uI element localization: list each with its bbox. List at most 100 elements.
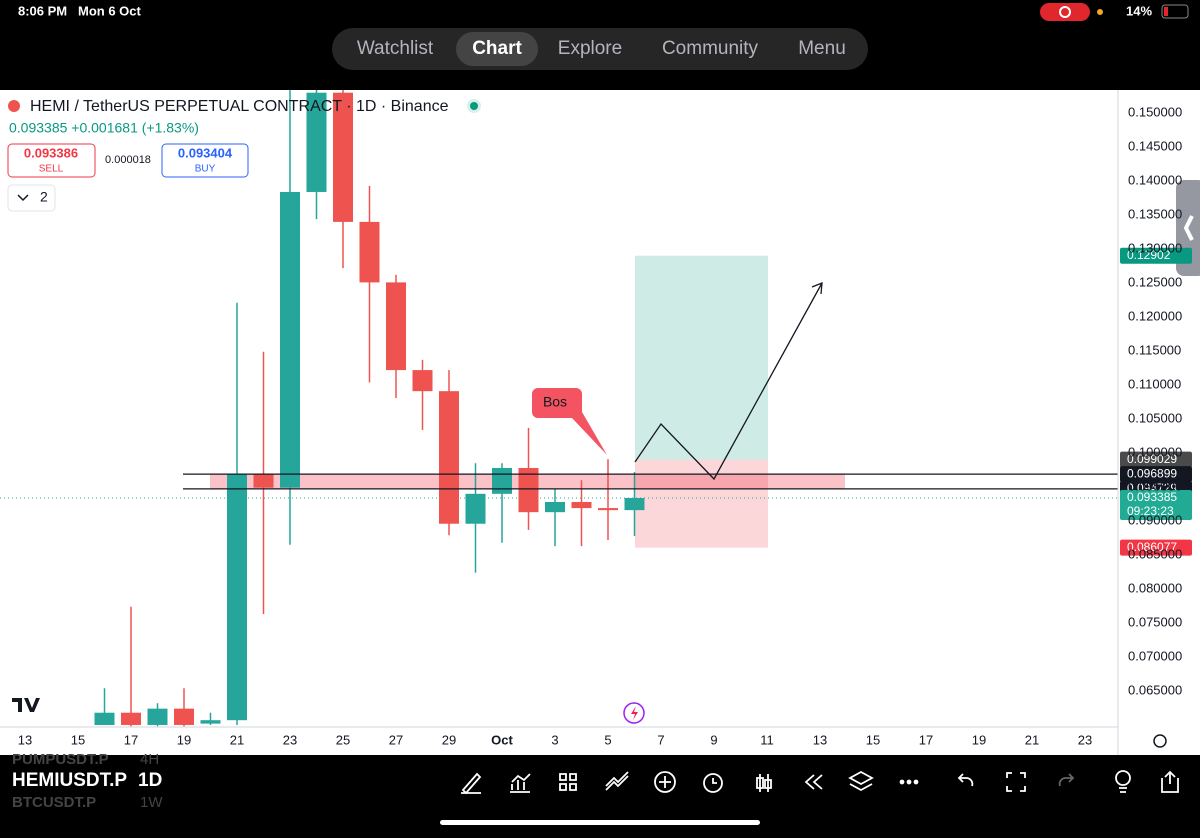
price-tag xyxy=(1120,489,1192,520)
x-tick-label: 21 xyxy=(1025,732,1039,747)
status-date: Mon 6 Oct xyxy=(78,3,142,18)
record-pill xyxy=(1040,3,1090,21)
y-tick-label: 0.135000 xyxy=(1128,207,1182,222)
chart-area xyxy=(0,90,1200,755)
y-tick-label: 0.080000 xyxy=(1128,580,1182,595)
idea-icon[interactable] xyxy=(1115,770,1131,786)
stop-zone xyxy=(635,459,768,548)
candle-body xyxy=(465,493,486,524)
x-tick-label: 5 xyxy=(604,732,611,747)
y-tick-label: 0.070000 xyxy=(1128,648,1182,663)
candle-body xyxy=(598,508,618,511)
redo-icon[interactable] xyxy=(1058,773,1075,787)
dot xyxy=(1097,9,1103,15)
battery-text: 14% xyxy=(1126,3,1152,18)
candle-body xyxy=(624,497,645,511)
candle-body xyxy=(386,282,406,371)
candle-body xyxy=(492,467,512,494)
recent-symbol: BTCUSDT.P xyxy=(12,794,96,811)
candle-body xyxy=(174,708,194,725)
sell-price: 0.093386 xyxy=(24,145,78,160)
fullscreen-icon[interactable] xyxy=(1006,772,1026,792)
battery-level xyxy=(1164,7,1168,16)
buy-button[interactable] xyxy=(161,143,249,178)
x-tick-label: 15 xyxy=(866,732,880,747)
battery-icon xyxy=(1161,4,1189,19)
templates-icon[interactable] xyxy=(559,773,577,791)
bars-icon[interactable] xyxy=(756,774,772,792)
settings[interactable] xyxy=(1153,734,1167,748)
undo-icon[interactable] xyxy=(957,773,974,787)
symbol[interactable]: HEMIUSDT.P xyxy=(12,770,127,791)
y-tick-label: 0.065000 xyxy=(1128,682,1182,697)
spread: 0.000018 xyxy=(105,154,151,166)
nav-tab[interactable]: Community xyxy=(662,38,759,59)
tv-logo xyxy=(12,698,40,712)
alert-icon[interactable] xyxy=(703,773,723,793)
y-tick-label: 0.090000 xyxy=(1128,512,1182,527)
home-indicator xyxy=(440,820,760,825)
price-tag-label: 0.086077 xyxy=(1127,540,1177,554)
draw-icon[interactable] xyxy=(461,772,482,795)
recent-symbol: PUMPUSDT.P xyxy=(12,751,109,768)
share-icon[interactable] xyxy=(1161,770,1179,793)
more-icon[interactable] xyxy=(899,779,905,785)
x-tick-label: 25 xyxy=(336,732,350,747)
y-tick-label: 0.095000 xyxy=(1128,478,1182,493)
price-tag xyxy=(1120,451,1192,468)
x-tick-label: 13 xyxy=(18,732,32,747)
x-tick-label: 7 xyxy=(657,732,664,747)
replay-icon[interactable] xyxy=(804,774,823,790)
indicator-toggle[interactable] xyxy=(7,184,56,212)
y-tick-label: 0.120000 xyxy=(1128,309,1182,324)
layers-icon[interactable] xyxy=(848,770,874,792)
callout-text: Bos xyxy=(543,394,567,410)
y-tick-label: 0.105000 xyxy=(1128,410,1182,425)
candle-body xyxy=(412,370,433,392)
x-tick-label: 21 xyxy=(230,732,244,747)
add-icon[interactable] xyxy=(654,771,676,793)
y-tick-label: 0.075000 xyxy=(1128,614,1182,629)
buy-price: 0.093404 xyxy=(178,145,233,160)
nav-tab[interactable]: Explore xyxy=(558,38,622,59)
x-tick-label: 29 xyxy=(442,732,456,747)
y-tick-label: 0.150000 xyxy=(1128,105,1182,120)
path-arrow xyxy=(634,282,823,481)
indicators-icon[interactable] xyxy=(510,773,531,793)
interval[interactable]: 1D xyxy=(138,770,162,791)
candle-body xyxy=(571,501,592,509)
candle-body xyxy=(333,92,353,222)
price-tag-label: 0.099029 xyxy=(1127,452,1177,466)
nav-tab[interactable]: Watchlist xyxy=(357,38,434,59)
x-tick-label: 27 xyxy=(389,732,403,747)
x-tick-label: 23 xyxy=(283,732,297,747)
candle-body xyxy=(147,708,168,725)
toolbar-icons xyxy=(461,770,1179,795)
sell-button[interactable] xyxy=(7,143,96,178)
price-tag-label: 0.096899 xyxy=(1127,466,1177,480)
chevron xyxy=(17,194,29,202)
nav-tab[interactable]: Chart xyxy=(472,38,522,59)
callout xyxy=(532,388,607,455)
recent-interval: 1W xyxy=(140,794,163,811)
nav-tab[interactable]: Menu xyxy=(798,38,846,59)
indicator-count: 2 xyxy=(40,189,48,205)
x-tick-label: 17 xyxy=(124,732,138,747)
recent-interval: 4H xyxy=(140,751,159,768)
candle-body xyxy=(200,720,221,724)
price-tag-label: 0.12902 xyxy=(1127,248,1171,262)
x-tick-label: 11 xyxy=(760,732,774,747)
compare-icon[interactable] xyxy=(605,771,629,791)
price-tag xyxy=(1120,539,1192,556)
nav-active xyxy=(456,32,538,66)
candle-body xyxy=(518,467,539,513)
candle-body xyxy=(280,191,300,488)
arrow-head xyxy=(811,282,823,295)
candle-body xyxy=(545,501,565,513)
x-tick-label: 19 xyxy=(177,732,191,747)
y-tick-label: 0.115000 xyxy=(1128,342,1181,357)
y-tick-label: 0.125000 xyxy=(1128,275,1182,290)
sell-label: SELL xyxy=(39,164,64,175)
status-time: 8:06 PM xyxy=(18,3,67,18)
